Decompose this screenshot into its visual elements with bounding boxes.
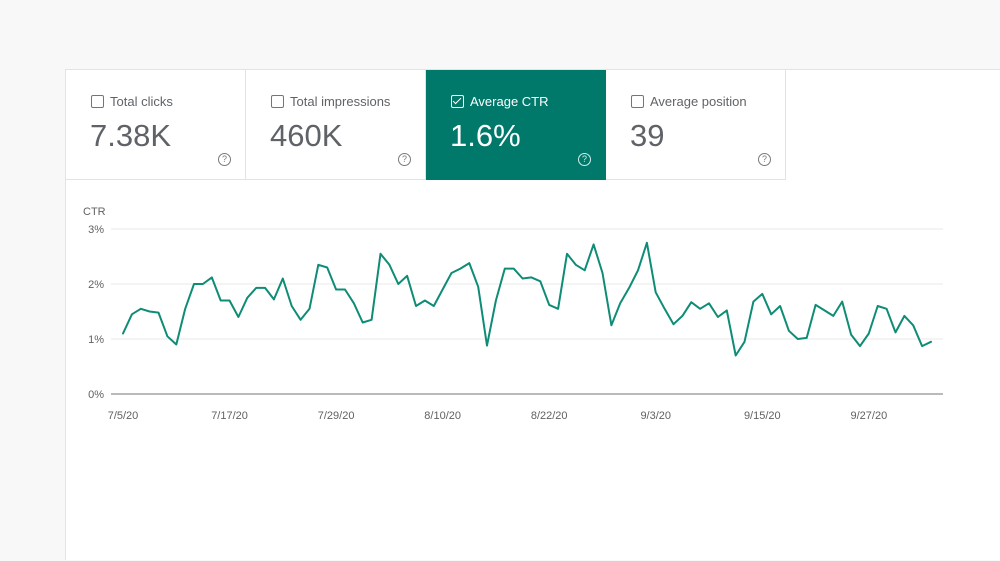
metric-value-total-clicks: 7.38K	[90, 118, 172, 153]
metric-value-average-ctr: 1.6%	[450, 118, 521, 153]
ctr-series-line[interactable]	[122, 241, 932, 357]
metric-label-total-impressions: Total impressions	[290, 94, 391, 109]
metric-value-total-impressions: 460K	[270, 118, 343, 153]
metric-value-average-position: 39	[630, 118, 665, 153]
y-axis-label: CTR	[83, 206, 106, 218]
x-tick-label: 8/10/20	[424, 410, 461, 422]
help-icon[interactable]: ?	[218, 153, 231, 166]
help-icon[interactable]: ?	[758, 153, 771, 166]
x-tick-label: 9/15/20	[744, 410, 781, 422]
metric-card-total-impressions[interactable]: Total impressions 460K ?	[246, 70, 426, 180]
checkbox-total-impressions[interactable]	[271, 95, 284, 108]
x-tick-label: 8/22/20	[531, 410, 568, 422]
y-tick-label: 0%	[88, 389, 104, 401]
metric-label-average-position: Average position	[650, 94, 747, 109]
x-tick-label: 9/27/20	[850, 410, 887, 422]
y-tick-label: 2%	[88, 279, 104, 291]
metric-card-average-ctr[interactable]: Average CTR 1.6% ?	[426, 70, 606, 180]
checkbox-total-clicks[interactable]	[91, 95, 104, 108]
x-tick-label: 7/5/20	[108, 410, 139, 422]
metric-label-total-clicks: Total clicks	[110, 94, 173, 109]
checkbox-average-position[interactable]	[631, 95, 644, 108]
help-icon[interactable]: ?	[398, 153, 411, 166]
metric-card-average-position[interactable]: Average position 39 ?	[606, 70, 786, 180]
x-tick-label: 9/3/20	[640, 410, 671, 422]
x-tick-label: 7/17/20	[211, 410, 248, 422]
metric-cards: Total clicks 7.38K ? Total impressions 4…	[66, 70, 786, 180]
metric-label-average-ctr: Average CTR	[470, 94, 549, 109]
y-tick-label: 3%	[88, 224, 104, 236]
x-tick-label: 7/29/20	[318, 410, 355, 422]
checkbox-average-ctr[interactable]	[451, 95, 464, 108]
ctr-line-chart: CTR 0% 1% 2% 3% 7/5/20 7/17/20 7/29/20 8/10/20…	[83, 206, 943, 422]
y-tick-label: 1%	[88, 334, 104, 346]
help-icon[interactable]: ?	[578, 153, 591, 166]
metric-card-total-clicks[interactable]: Total clicks 7.38K ?	[66, 70, 246, 180]
performance-panel: Total clicks 7.38K ? Total impressions 4…	[65, 69, 1000, 560]
